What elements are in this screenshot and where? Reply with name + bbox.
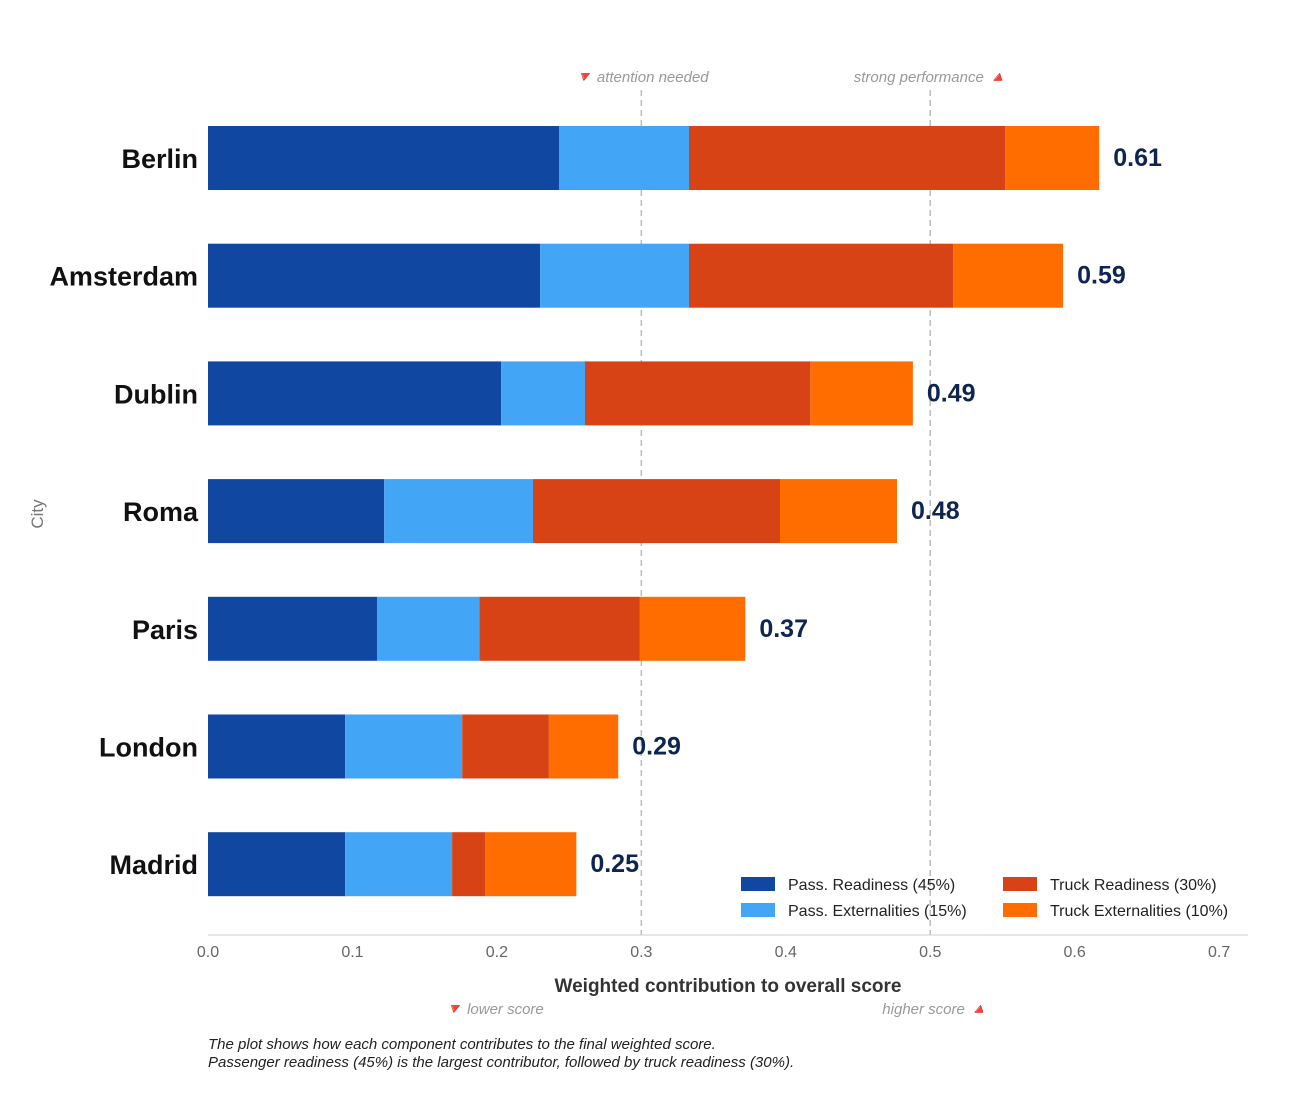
bar-segment [548,714,619,779]
y-tick-label: Paris [132,615,198,645]
x-tick-label: 0.2 [486,944,508,961]
bar-segment [377,596,480,661]
chart-caption: The plot shows how each component contri… [208,1036,1208,1072]
legend-label: Pass. Externalities (15%) [788,903,967,920]
legend-swatch [741,903,775,917]
x-tick-label: 0.5 [919,944,941,961]
x-tick-label: 0.6 [1064,944,1086,961]
chart-canvas: 0.61 Berlin 0.59 Amsterdam 0.49 Dublin 0.48 Rom… [28,69,1248,1018]
x-tick-label: 0.7 [1208,944,1230,961]
bar-segment [208,361,502,426]
reference-line-label: strong performance 🔺 [854,69,1007,86]
axis-hint-higher: higher score 🔺 [882,1001,987,1018]
x-tick-label: 0.0 [197,944,219,961]
legend-swatch [1003,903,1037,917]
bar-total-label: 0.59 [1077,262,1126,290]
bar-segment [585,361,811,426]
bar-segment [501,361,585,426]
bar-segment [485,832,577,897]
y-tick-label: Roma [123,497,199,527]
x-tick-label: 0.4 [775,944,797,961]
caption-line: Passenger readiness (45%) is the largest… [208,1054,795,1071]
bar-segment [208,479,385,544]
bar-segment [953,243,1064,308]
bar-total-label: 0.49 [927,379,976,407]
bar-segment [559,126,689,190]
y-tick-label: Amsterdam [49,262,198,292]
x-axis-label: Weighted contribution to overall score [555,976,902,997]
bar-total-label: 0.48 [911,497,960,525]
bar-total-label: 0.25 [590,850,639,878]
caption-line: The plot shows how each component contri… [208,1036,716,1053]
bar-segment [689,126,1006,190]
reference-line-label: 🔻 attention needed [574,69,709,86]
legend-swatch [741,877,775,891]
bar-total-label: 0.29 [632,733,681,761]
bar-segment [689,243,954,308]
bar-segment [780,479,897,544]
bar-segment [1005,126,1100,190]
bar-segment [479,596,640,661]
y-axis-label: City [28,499,47,529]
bar-segment [345,832,453,897]
bar-segment [208,126,559,190]
bar-segment [208,596,377,661]
bar-segment [452,832,486,897]
bar-total-label: 0.61 [1113,144,1162,172]
bar-segment [462,714,549,779]
x-tick-label: 0.1 [341,944,363,961]
legend-label: Truck Readiness (30%) [1050,877,1217,894]
axis-hint-lower: 🔻 lower score [444,1001,544,1018]
bar-segment [384,479,533,544]
legend-label: Pass. Readiness (45%) [788,877,955,894]
bar-segment [345,714,463,779]
bar-segment [639,596,746,661]
bar-segment [208,714,346,779]
bar-segment [540,243,689,308]
x-tick-label: 0.3 [630,944,652,961]
bar-segment [533,479,780,544]
y-tick-label: Dublin [114,379,198,409]
legend-label: Truck Externalities (10%) [1050,903,1228,920]
bar-segment [810,361,913,426]
y-tick-label: London [99,733,198,763]
y-tick-label: Madrid [109,850,198,880]
bar-total-label: 0.37 [759,615,808,643]
bar-segment [208,832,346,897]
bar-segment [208,243,541,308]
y-tick-label: Berlin [121,144,198,174]
legend-swatch [1003,877,1037,891]
